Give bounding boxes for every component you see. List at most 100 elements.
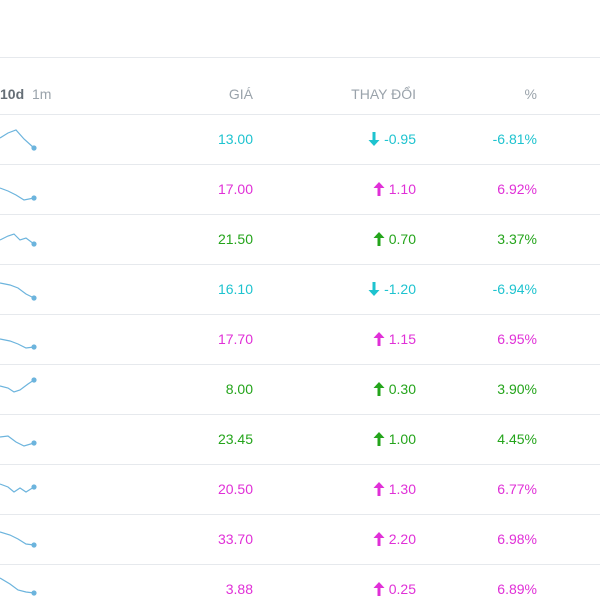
change-text: 2.20	[388, 531, 416, 547]
change-value: 0.30	[373, 381, 416, 397]
change-text: 1.10	[388, 181, 416, 197]
table-row[interactable]: 3.88 0.25 6.89%	[0, 564, 600, 614]
sparkline-end-dot	[31, 440, 37, 446]
sparkline-end-dot	[31, 542, 37, 548]
row-divider	[0, 214, 600, 215]
sparkline-end-dot	[31, 195, 37, 201]
percent-value: 6.77%	[497, 481, 537, 497]
sparkline-end-dot	[31, 484, 37, 490]
change-value: 1.10	[373, 181, 416, 197]
table-row[interactable]: 20.50 1.30 6.77%	[0, 464, 600, 514]
row-divider	[0, 514, 600, 515]
arrow-down-icon	[368, 282, 380, 296]
sparkline-end-dot	[31, 145, 37, 151]
price-value: 23.45	[217, 431, 253, 447]
price-value: 17.70	[217, 331, 253, 347]
change-value: 1.00	[373, 431, 416, 447]
sparkline-end-dot	[31, 241, 37, 247]
percent-value: 6.95%	[497, 331, 537, 347]
row-divider	[0, 264, 600, 265]
sparkline-line	[0, 233, 35, 245]
sparkline-chart	[0, 187, 37, 201]
sparkline-chart	[0, 282, 37, 301]
row-divider	[0, 564, 600, 565]
change-value: 2.20	[373, 531, 416, 547]
top-divider	[0, 57, 600, 58]
percent-column-header[interactable]: %	[524, 86, 537, 102]
arrow-up-icon	[373, 532, 385, 546]
sparkline-chart	[0, 577, 37, 596]
change-value: -0.95	[368, 131, 416, 147]
table-header: 10d 1m GIÁ THAY ĐỔI %	[0, 78, 600, 114]
percent-value: 3.90%	[497, 381, 537, 397]
sparkline-chart	[0, 129, 37, 151]
range-1m-tab[interactable]: 1m	[32, 86, 52, 102]
percent-value: 6.92%	[497, 181, 537, 197]
price-value: 33.70	[217, 531, 253, 547]
change-text: 0.25	[388, 581, 416, 597]
table-row[interactable]: 17.70 1.15 6.95%	[0, 314, 600, 364]
arrow-up-icon	[373, 382, 385, 396]
row-divider	[0, 364, 600, 365]
price-value: 16.10	[217, 281, 253, 297]
sparkline-end-dot	[31, 590, 37, 596]
table-row[interactable]: 23.45 1.00 4.45%	[0, 414, 600, 464]
price-value: 3.88	[225, 581, 253, 597]
change-value: 0.70	[373, 231, 416, 247]
row-divider	[0, 414, 600, 415]
sparkline-line	[0, 531, 35, 546]
change-text: 1.15	[388, 331, 416, 347]
range-10d-tab[interactable]: 10d	[0, 86, 25, 102]
price-column-header[interactable]: GIÁ	[228, 86, 253, 102]
row-divider	[0, 114, 600, 115]
change-text: 1.00	[388, 431, 416, 447]
change-value: 1.15	[373, 331, 416, 347]
change-text: -1.20	[384, 281, 416, 297]
percent-value: -6.81%	[492, 131, 537, 147]
sparkline-line	[0, 187, 35, 201]
table-row[interactable]: 33.70 2.20 6.98%	[0, 514, 600, 564]
sparkline-chart	[0, 531, 37, 548]
percent-value: 6.98%	[497, 531, 537, 547]
arrow-up-icon	[373, 332, 385, 346]
change-value: -1.20	[368, 281, 416, 297]
arrow-up-icon	[373, 232, 385, 246]
price-value: 21.50	[217, 231, 253, 247]
arrow-up-icon	[373, 482, 385, 496]
row-divider	[0, 464, 600, 465]
arrow-up-icon	[373, 432, 385, 446]
arrow-up-icon	[373, 582, 385, 596]
sparkline-chart	[0, 338, 37, 350]
change-text: 0.70	[388, 231, 416, 247]
percent-value: 4.45%	[497, 431, 537, 447]
price-value: 17.00	[217, 181, 253, 197]
table-row[interactable]: 21.50 0.70 3.37%	[0, 214, 600, 264]
change-column-header[interactable]: THAY ĐỔI	[351, 86, 416, 102]
price-value: 20.50	[217, 481, 253, 497]
sparkline-line	[0, 338, 35, 349]
table-row[interactable]: 13.00 -0.95 -6.81%	[0, 114, 600, 164]
sparkline-chart	[0, 483, 37, 493]
sparkline-chart	[0, 233, 37, 247]
sparkline-chart	[0, 377, 37, 393]
percent-value: 6.89%	[497, 581, 537, 597]
table-row[interactable]: 8.00 0.30 3.90%	[0, 364, 600, 414]
change-value: 0.25	[373, 581, 416, 597]
row-divider	[0, 314, 600, 315]
table-row[interactable]: 16.10 -1.20 -6.94%	[0, 264, 600, 314]
sparkline-chart	[0, 435, 37, 447]
row-divider	[0, 164, 600, 165]
sparkline-line	[0, 282, 35, 299]
percent-value: -6.94%	[492, 281, 537, 297]
arrow-down-icon	[368, 132, 380, 146]
change-text: 1.30	[388, 481, 416, 497]
sparkline-end-dot	[31, 377, 37, 383]
sparkline-line	[0, 129, 35, 149]
sparkline-end-dot	[31, 344, 37, 350]
change-value: 1.30	[373, 481, 416, 497]
sparkline-end-dot	[31, 295, 37, 301]
price-value: 8.00	[225, 381, 253, 397]
change-text: -0.95	[384, 131, 416, 147]
table-row[interactable]: 17.00 1.10 6.92%	[0, 164, 600, 214]
sparkline-line	[0, 435, 35, 447]
